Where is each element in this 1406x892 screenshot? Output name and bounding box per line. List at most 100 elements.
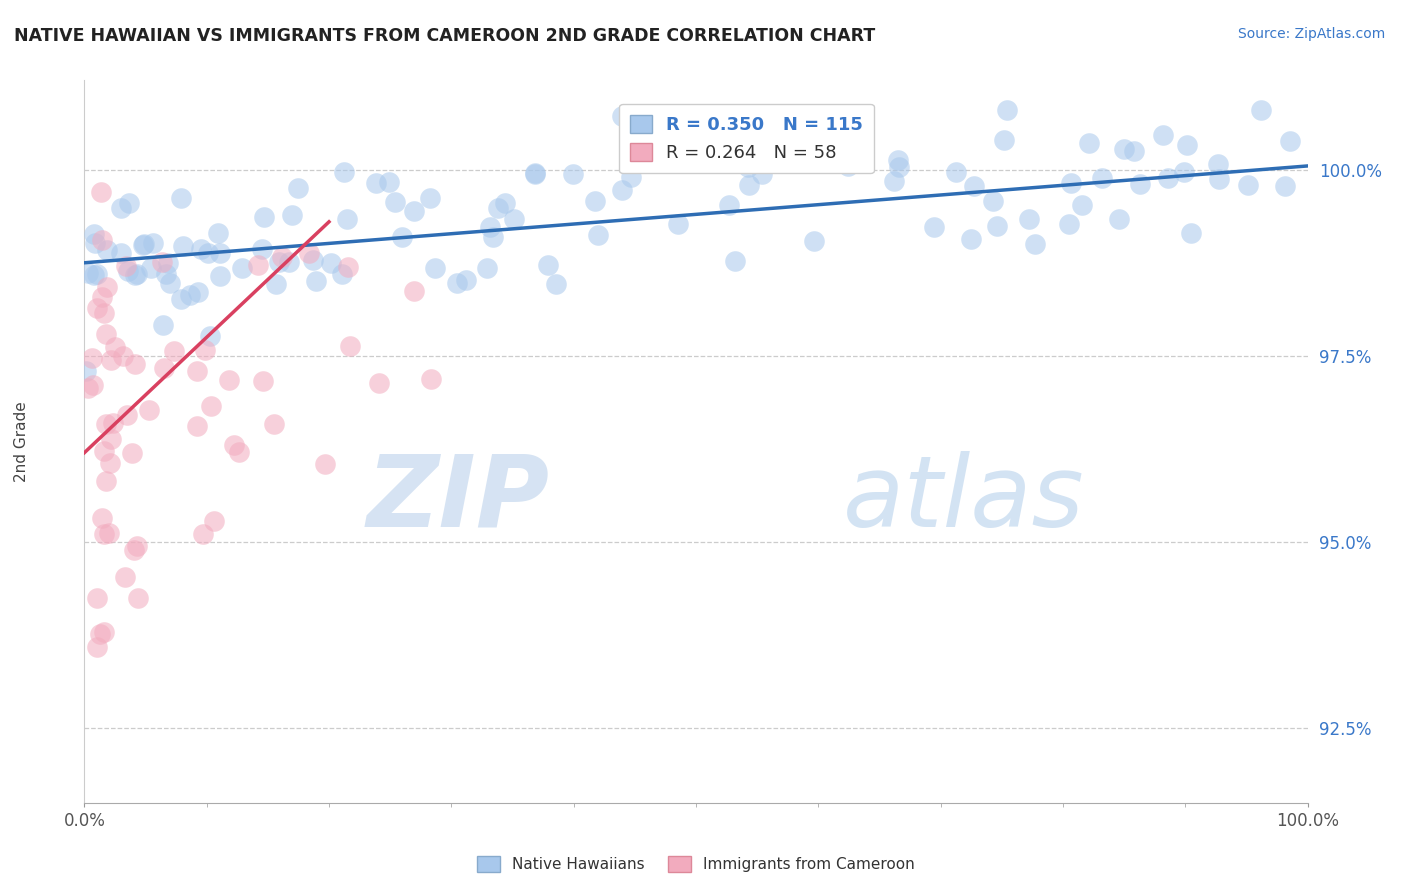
Point	[333, 165, 356, 179]
Point	[96, 280, 118, 294]
Point	[364, 176, 387, 190]
Point	[287, 181, 309, 195]
Point	[1250, 103, 1272, 117]
Point	[209, 245, 232, 260]
Point	[803, 234, 825, 248]
Y-axis label: 2nd Grade: 2nd Grade	[14, 401, 28, 482]
Point	[132, 236, 155, 251]
Point	[82, 378, 104, 392]
Point	[883, 174, 905, 188]
Point	[97, 525, 120, 540]
Point	[222, 438, 245, 452]
Point	[138, 403, 160, 417]
Point	[93, 624, 115, 639]
Point	[321, 256, 343, 270]
Point	[114, 569, 136, 583]
Point	[1018, 211, 1040, 226]
Point	[993, 133, 1015, 147]
Point	[384, 195, 406, 210]
Point	[141, 261, 163, 276]
Point	[1180, 226, 1202, 240]
Point	[524, 166, 547, 180]
Point	[77, 266, 100, 280]
Point	[86, 267, 108, 281]
Point	[1152, 128, 1174, 142]
Point	[208, 268, 231, 283]
Point	[332, 267, 354, 281]
Point	[231, 261, 253, 276]
Point	[1070, 198, 1092, 212]
Point	[127, 539, 149, 553]
Point	[755, 145, 778, 160]
Point	[420, 372, 443, 386]
Text: NATIVE HAWAIIAN VS IMMIGRANTS FROM CAMEROON 2ND GRADE CORRELATION CHART: NATIVE HAWAIIAN VS IMMIGRANTS FROM CAMER…	[14, 27, 876, 45]
Point	[339, 338, 361, 352]
Point	[1078, 136, 1101, 151]
Point	[159, 276, 181, 290]
Point	[751, 168, 773, 182]
Point	[124, 542, 146, 557]
Point	[93, 527, 115, 541]
Point	[155, 267, 177, 281]
Point	[127, 267, 149, 281]
Point	[153, 360, 176, 375]
Point	[668, 217, 690, 231]
Point	[131, 238, 153, 252]
Point	[337, 260, 360, 275]
Point	[280, 208, 302, 222]
Point	[150, 255, 173, 269]
Point	[1024, 236, 1046, 251]
Point	[494, 195, 516, 210]
Point	[84, 236, 107, 251]
Point	[264, 277, 287, 291]
Point	[1059, 176, 1081, 190]
Point	[404, 204, 426, 219]
Point	[121, 446, 143, 460]
Point	[482, 230, 505, 244]
Point	[963, 179, 986, 194]
Point	[124, 268, 146, 282]
Point	[263, 417, 285, 431]
Point	[90, 185, 112, 199]
Point	[503, 212, 526, 227]
Point	[170, 191, 193, 205]
Point	[585, 194, 607, 208]
Point	[747, 153, 769, 168]
Point	[959, 232, 981, 246]
Point	[1156, 171, 1178, 186]
Text: atlas: atlas	[842, 450, 1084, 548]
Point	[823, 145, 845, 159]
Point	[200, 399, 222, 413]
Point	[218, 372, 240, 386]
Point	[314, 457, 336, 471]
Text: Source: ZipAtlas.com: Source: ZipAtlas.com	[1237, 27, 1385, 41]
Point	[986, 219, 1008, 233]
Point	[187, 285, 209, 300]
Point	[100, 432, 122, 446]
Point	[378, 175, 401, 189]
Point	[454, 273, 477, 287]
Point	[90, 233, 112, 247]
Point	[537, 258, 560, 272]
Point	[103, 416, 125, 430]
Point	[86, 301, 108, 315]
Point	[1112, 142, 1135, 156]
Point	[475, 261, 498, 276]
Point	[995, 103, 1018, 117]
Point	[190, 243, 212, 257]
Point	[117, 264, 139, 278]
Point	[419, 191, 441, 205]
Point	[86, 640, 108, 654]
Point	[89, 627, 111, 641]
Point	[93, 306, 115, 320]
Point	[270, 250, 292, 264]
Point	[1279, 135, 1302, 149]
Point	[202, 514, 225, 528]
Point	[298, 245, 321, 260]
Point	[93, 443, 115, 458]
Point	[404, 285, 426, 299]
Point	[94, 327, 117, 342]
Point	[156, 256, 179, 270]
Point	[207, 226, 229, 240]
Point	[186, 419, 208, 434]
